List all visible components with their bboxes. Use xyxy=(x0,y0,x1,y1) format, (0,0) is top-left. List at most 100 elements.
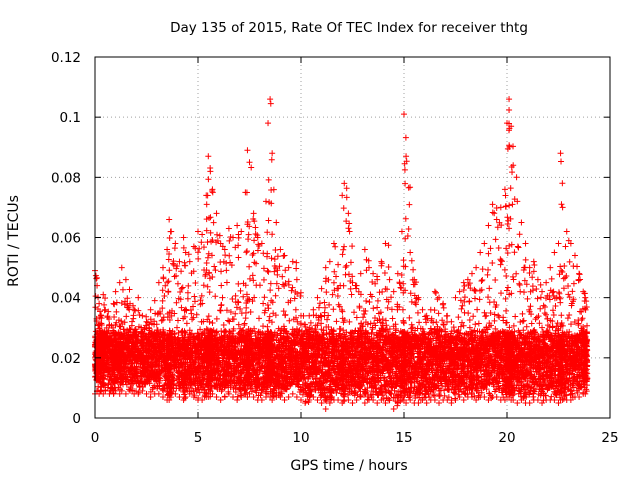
data-point-peak xyxy=(318,285,325,292)
data-point-upper xyxy=(248,164,255,171)
data-point-upper xyxy=(101,301,108,308)
data-point-core xyxy=(131,360,138,367)
data-point-upper xyxy=(267,280,274,287)
data-point-core xyxy=(135,363,142,370)
data-point-peak xyxy=(207,168,214,175)
data-point-upper xyxy=(219,294,226,301)
data-point-upper xyxy=(315,304,322,311)
data-point-peak xyxy=(135,294,142,301)
data-point-minimum xyxy=(285,393,292,400)
data-point-upper xyxy=(251,237,258,244)
data-point-peak xyxy=(118,264,125,271)
data-point-upper xyxy=(281,283,288,290)
data-point-minimum xyxy=(234,396,241,403)
data-point-upper xyxy=(212,293,219,300)
data-point-minimum xyxy=(281,396,288,403)
data-point-upper xyxy=(237,287,244,294)
data-point-minimum xyxy=(221,393,228,400)
data-point-upper xyxy=(113,319,120,326)
data-point-upper xyxy=(205,313,212,320)
data-point-upper xyxy=(178,285,185,292)
data-point-core xyxy=(124,373,131,380)
data-point-upper xyxy=(268,255,275,262)
data-point-upper xyxy=(316,300,323,307)
data-point-upper xyxy=(120,326,127,333)
data-point-peak xyxy=(186,258,193,265)
data-point-upper xyxy=(128,322,135,329)
data-point-core xyxy=(100,382,107,389)
data-point-minimum xyxy=(155,390,162,397)
data-point-upper xyxy=(200,282,207,289)
data-point-upper xyxy=(330,279,337,286)
data-point-upper xyxy=(165,289,172,296)
data-point-upper xyxy=(232,292,239,299)
data-point-minimum xyxy=(289,390,296,397)
data-point-upper xyxy=(264,301,271,308)
data-point-peak xyxy=(159,264,166,271)
data-point-minimum xyxy=(102,387,109,394)
data-point-minimum xyxy=(238,393,245,400)
data-point-upper xyxy=(126,286,133,293)
data-point-upper xyxy=(266,313,273,320)
data-point-upper xyxy=(226,252,233,259)
data-point-upper xyxy=(198,239,205,246)
data-point-peak xyxy=(151,297,158,304)
data-point-upper xyxy=(103,324,110,331)
data-point-upper xyxy=(192,245,199,252)
data-point-minimum xyxy=(293,393,300,400)
data-point-minimum xyxy=(100,390,107,397)
data-point-peak xyxy=(285,264,292,271)
data-point-peak xyxy=(262,198,269,205)
data-point-upper xyxy=(208,238,215,245)
data-point-upper xyxy=(252,224,259,231)
data-point-peak xyxy=(112,288,119,295)
data-point-upper xyxy=(173,272,180,279)
data-point-upper xyxy=(272,292,279,299)
data-point-upper xyxy=(135,307,142,314)
data-point-minimum xyxy=(112,387,119,394)
data-point-peak xyxy=(273,219,280,226)
data-point-peak xyxy=(102,306,109,313)
data-point-peak xyxy=(250,210,257,217)
data-point-upper xyxy=(203,201,210,208)
data-point-upper xyxy=(223,267,230,274)
data-point-minimum xyxy=(250,393,257,400)
data-point-peak xyxy=(269,150,276,157)
data-point-upper xyxy=(271,256,278,263)
data-point-upper xyxy=(322,304,329,311)
data-point-upper xyxy=(292,306,299,313)
data-point-upper xyxy=(173,324,180,331)
data-point-upper xyxy=(160,274,167,281)
data-point-core xyxy=(103,364,110,371)
data-point-upper xyxy=(178,268,185,275)
data-point-minimum xyxy=(314,396,321,403)
data-point-upper xyxy=(229,296,236,303)
data-point-upper xyxy=(214,231,221,238)
data-point-upper xyxy=(119,286,126,293)
data-point-upper xyxy=(260,323,267,330)
data-point-upper xyxy=(264,323,271,330)
data-point-peak xyxy=(265,120,272,127)
data-point-upper xyxy=(118,299,125,306)
data-point-peak xyxy=(203,192,210,199)
data-point-peak xyxy=(267,96,274,103)
data-point-upper xyxy=(235,321,242,328)
data-point-upper xyxy=(153,321,160,328)
data-point-upper xyxy=(265,217,272,224)
data-point-peak xyxy=(246,159,253,166)
data-point-upper xyxy=(222,252,229,259)
data-point-upper xyxy=(184,295,191,302)
data-point-peak xyxy=(98,312,105,319)
data-point-core xyxy=(102,363,109,370)
data-point-upper xyxy=(102,295,109,302)
data-point-upper xyxy=(260,276,267,283)
data-point-peak xyxy=(96,300,103,307)
data-point-upper xyxy=(101,307,108,314)
data-point-peak xyxy=(213,210,220,217)
data-point-minimum xyxy=(302,399,309,406)
data-point-peak xyxy=(100,291,107,298)
data-point-upper xyxy=(325,312,332,319)
data-point-upper xyxy=(110,330,117,337)
data-point-upper xyxy=(179,284,186,291)
